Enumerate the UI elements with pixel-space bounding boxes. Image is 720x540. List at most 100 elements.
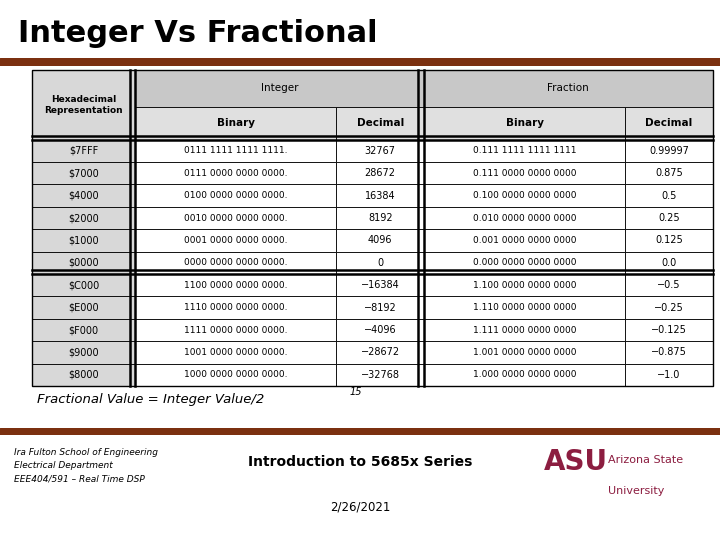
Text: −0.125: −0.125	[651, 325, 687, 335]
Bar	[424, 364, 626, 386]
Bar	[32, 70, 135, 140]
Text: 0100 0000 0000 0000.: 0100 0000 0000 0000.	[184, 191, 287, 200]
Text: 0.0: 0.0	[662, 258, 677, 268]
Text: 2/26/2021: 2/26/2021	[330, 501, 390, 514]
Bar	[135, 230, 336, 252]
Bar	[32, 140, 135, 162]
Text: 0.001 0000 0000 0000: 0.001 0000 0000 0000	[473, 236, 577, 245]
Bar	[626, 106, 713, 140]
Bar	[336, 252, 424, 274]
Text: Fraction: Fraction	[547, 83, 589, 93]
Bar	[336, 106, 424, 140]
Text: Integer: Integer	[261, 83, 298, 93]
Text: $2000: $2000	[68, 213, 99, 223]
Text: 4096: 4096	[368, 235, 392, 246]
Text: 1000 0000 0000 0000.: 1000 0000 0000 0000.	[184, 370, 287, 380]
Text: 1111 0000 0000 0000.: 1111 0000 0000 0000.	[184, 326, 287, 335]
Bar	[135, 140, 336, 162]
Text: 0: 0	[377, 258, 383, 268]
Text: 28672: 28672	[365, 168, 396, 178]
Text: 1110 0000 0000 0000.: 1110 0000 0000 0000.	[184, 303, 287, 312]
Bar	[135, 70, 424, 106]
Text: 0111 0000 0000 0000.: 0111 0000 0000 0000.	[184, 169, 287, 178]
Text: 0000 0000 0000 0000.: 0000 0000 0000 0000.	[184, 259, 287, 267]
Text: 1.001 0000 0000 0000: 1.001 0000 0000 0000	[473, 348, 577, 357]
Text: 0.000 0000 0000 0000: 0.000 0000 0000 0000	[473, 259, 577, 267]
Text: 1.110 0000 0000 0000: 1.110 0000 0000 0000	[473, 303, 577, 312]
Bar	[424, 70, 713, 106]
Text: −16384: −16384	[361, 280, 400, 291]
Bar	[626, 140, 713, 162]
Text: −28672: −28672	[361, 348, 400, 357]
Text: Fractional Value = Integer Value/2: Fractional Value = Integer Value/2	[37, 393, 264, 406]
Bar	[626, 274, 713, 296]
Bar	[135, 364, 336, 386]
Text: 1.000 0000 0000 0000: 1.000 0000 0000 0000	[473, 370, 577, 380]
Bar	[626, 230, 713, 252]
Bar	[336, 364, 424, 386]
Text: 1.100 0000 0000 0000: 1.100 0000 0000 0000	[473, 281, 577, 290]
Bar	[626, 296, 713, 319]
Text: 0111 1111 1111 1111.: 0111 1111 1111 1111.	[184, 146, 287, 156]
Bar	[336, 296, 424, 319]
Text: 0.25: 0.25	[658, 213, 680, 223]
Text: 0.010 0000 0000 0000: 0.010 0000 0000 0000	[473, 214, 577, 222]
Text: 0.875: 0.875	[655, 168, 683, 178]
Bar	[626, 319, 713, 341]
Text: $8000: $8000	[68, 370, 99, 380]
Bar	[336, 341, 424, 364]
Text: 1.111 0000 0000 0000: 1.111 0000 0000 0000	[473, 326, 577, 335]
Bar	[135, 319, 336, 341]
Text: $7FFF: $7FFF	[69, 146, 99, 156]
Text: $7000: $7000	[68, 168, 99, 178]
Bar	[424, 296, 626, 319]
Text: 8192: 8192	[368, 213, 392, 223]
Bar	[626, 364, 713, 386]
Bar	[32, 296, 135, 319]
Text: −0.5: −0.5	[657, 280, 681, 291]
Text: 15: 15	[350, 387, 362, 397]
Text: −1.0: −1.0	[657, 370, 681, 380]
Bar	[135, 274, 336, 296]
Bar	[336, 319, 424, 341]
Bar	[424, 106, 626, 140]
Bar	[135, 296, 336, 319]
Bar	[32, 319, 135, 341]
Text: $C000: $C000	[68, 280, 99, 291]
Text: 16384: 16384	[365, 191, 395, 201]
Bar	[135, 185, 336, 207]
Bar	[424, 162, 626, 185]
Bar	[32, 252, 135, 274]
Bar	[424, 140, 626, 162]
Text: −0.875: −0.875	[651, 348, 687, 357]
Bar	[626, 185, 713, 207]
Text: Decimal: Decimal	[645, 118, 693, 128]
Bar	[336, 230, 424, 252]
Text: Introduction to 5685x Series: Introduction to 5685x Series	[248, 455, 472, 469]
Text: $0000: $0000	[68, 258, 99, 268]
Bar	[424, 207, 626, 229]
Bar	[336, 185, 424, 207]
Text: ASU: ASU	[544, 448, 608, 476]
Text: Ira Fulton School of Engineering
Electrical Department
EEE404/591 – Real Time DS: Ira Fulton School of Engineering Electri…	[14, 448, 158, 484]
Bar	[336, 207, 424, 229]
Text: Binary: Binary	[505, 118, 544, 128]
Bar	[336, 140, 424, 162]
Text: $4000: $4000	[68, 191, 99, 201]
Text: $1000: $1000	[68, 235, 99, 246]
Text: Hexadecimal
Representation: Hexadecimal Representation	[45, 95, 123, 114]
Bar	[424, 319, 626, 341]
Bar	[32, 274, 135, 296]
Bar	[424, 230, 626, 252]
Text: 0010 0000 0000 0000.: 0010 0000 0000 0000.	[184, 214, 287, 222]
Bar	[424, 274, 626, 296]
Bar	[32, 162, 135, 185]
Bar	[424, 185, 626, 207]
Text: 0.5: 0.5	[662, 191, 677, 201]
Text: −0.25: −0.25	[654, 303, 684, 313]
Text: −8192: −8192	[364, 303, 397, 313]
Bar	[135, 162, 336, 185]
Text: Integer Vs Fractional: Integer Vs Fractional	[18, 19, 377, 48]
Bar	[626, 207, 713, 229]
Bar	[32, 207, 135, 229]
